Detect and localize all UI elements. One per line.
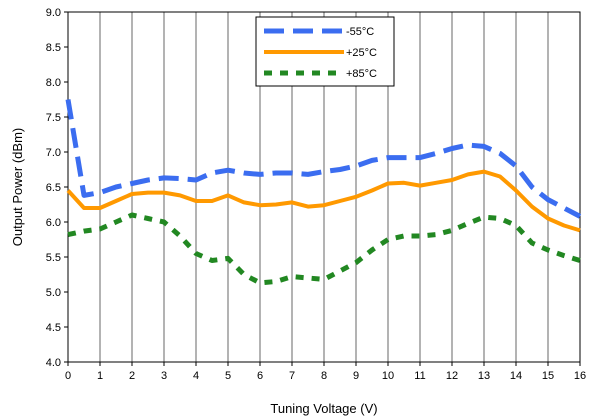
y-tick-label: 8.5 [46,42,61,54]
x-tick-label: 3 [161,370,167,382]
x-tick-label: 11 [414,370,425,382]
x-tick-label: 4 [193,370,199,382]
x-axis-title: Tuning Voltage (V) [270,401,377,416]
x-tick-label: 10 [382,370,394,382]
x-tick-label: 0 [65,370,71,382]
x-tick-label: 12 [446,370,458,382]
legend-label-0: -55°C [346,26,374,38]
x-tick-label: 5 [225,370,231,382]
legend-label-2: +85°C [346,68,377,80]
y-tick-label: 5.0 [46,287,61,299]
y-tick-label: 7.5 [46,112,61,124]
x-axis-ticks: 0 1 2 3 4 5 6 7 8 9 10 11 12 13 14 15 16 [65,362,586,382]
x-tick-label: 8 [321,370,327,382]
y-tick-label: 4.5 [46,322,61,334]
y-axis-title: Output Power (dBm) [10,128,25,247]
y-tick-label: 6.5 [46,182,61,194]
x-tick-label: 16 [574,370,586,382]
y-tick-label: 4.0 [46,357,61,369]
y-tick-label: 7.0 [46,147,61,159]
y-axis-ticks: 4.0 4.5 5.0 5.5 6.0 6.5 7.0 7.5 8.0 8.5 9.0 [46,7,68,369]
x-tick-label: 2 [129,370,135,382]
y-tick-label: 8.0 [46,77,61,89]
series-line-1 [66,169,581,233]
y-tick-label: 9.0 [46,7,61,19]
x-tick-label: 6 [257,370,263,382]
x-tick-label: 1 [97,370,103,382]
series-line-2 [67,212,581,286]
legend-label-1: +25°C [346,47,377,59]
series-lines [65,99,582,286]
x-tick-label: 7 [289,370,295,382]
y-tick-label: 6.0 [46,217,61,229]
x-tick-label: 15 [542,370,554,382]
y-tick-label: 5.5 [46,252,61,264]
x-tick-label: 9 [353,370,359,382]
legend: -55°C +25°C +85°C [255,16,395,87]
x-tick-label: 13 [478,370,490,382]
x-tick-label: 14 [510,370,522,382]
